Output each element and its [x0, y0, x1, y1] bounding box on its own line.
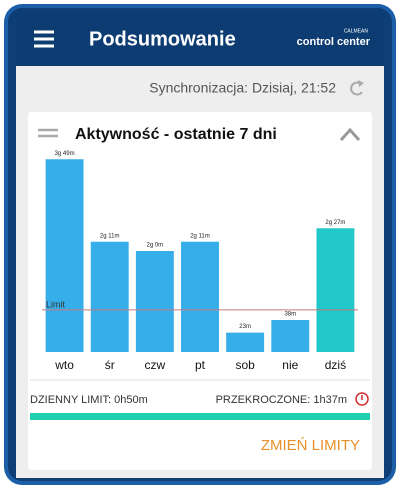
exceeded: PRZEKROCZONE: 1h37m: [216, 394, 347, 406]
sync-status: Synchronizacja: Dzisiaj, 21:52: [149, 80, 336, 96]
x-tick-label: czw: [145, 358, 166, 372]
drag-handle: [38, 128, 58, 138]
bar: [181, 241, 219, 352]
refresh-button[interactable]: [350, 80, 364, 96]
limit-label: Limit: [46, 299, 66, 309]
value-label: 38m: [284, 312, 296, 318]
value-label: 23m: [239, 324, 251, 330]
value-label: 2g 11m: [100, 233, 120, 239]
app-bar: [16, 14, 384, 66]
bar: [90, 241, 129, 352]
bar: [226, 332, 265, 352]
daily-limit: DZIENNY LIMIT: 0h50m: [30, 394, 148, 406]
value-label: 2g 27m: [325, 220, 345, 226]
value-label: 3g 49m: [55, 151, 75, 157]
card-title: Aktywność - ostatnie 7 dni: [75, 126, 277, 143]
collapse-button[interactable]: [339, 127, 361, 142]
x-tick-label: nie: [282, 358, 298, 372]
brand-small: CALMEAN: [344, 28, 369, 34]
app-title: Podsumowanie: [89, 28, 236, 50]
bar: [45, 159, 84, 352]
bar: [135, 251, 174, 352]
x-tick-label: sob: [235, 358, 255, 372]
x-tick-label: wto: [54, 358, 74, 372]
refresh-icon: [350, 81, 363, 96]
value-label: 2g 11m: [190, 233, 210, 239]
warning-icon: [355, 392, 369, 406]
change-limits-button[interactable]: ZMIEŃ LIMITY: [261, 437, 360, 454]
x-tick-label: śr: [105, 358, 115, 372]
value-label: 2g 0m: [147, 243, 164, 249]
menu-button[interactable]: [34, 30, 54, 48]
bar: [271, 320, 310, 352]
refresh-arrow: [358, 80, 364, 87]
chart: 3g 49m wto 2g 11m śr 2g 0m czw 2g 11m pt 23m sob 3…: [42, 151, 358, 372]
brand: control center: [297, 36, 371, 48]
x-tick-label: dziś: [325, 358, 346, 372]
x-tick-label: pt: [195, 358, 206, 372]
bar: [316, 228, 355, 352]
progress-bar: [30, 413, 370, 420]
